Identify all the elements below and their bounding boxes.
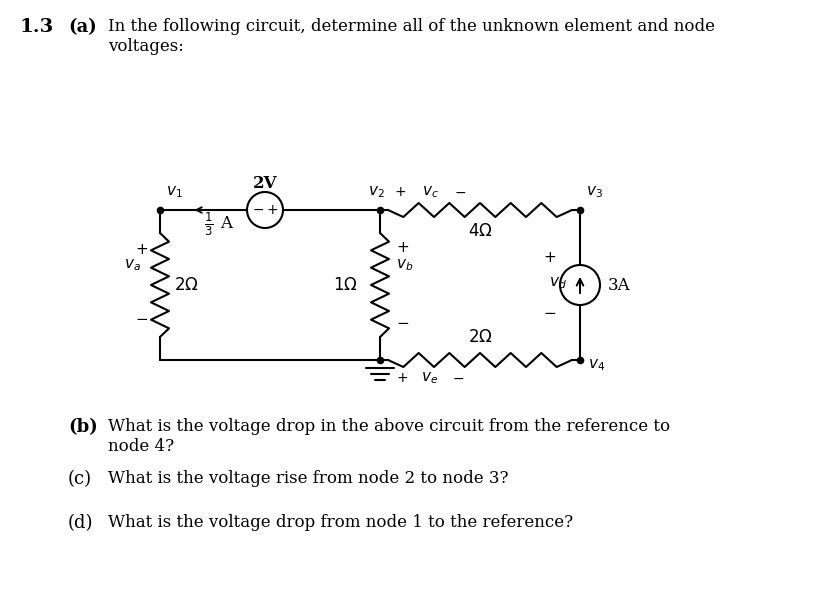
Text: 1.3: 1.3 bbox=[20, 18, 54, 36]
Text: In the following circuit, determine all of the unknown element and node: In the following circuit, determine all … bbox=[108, 18, 715, 35]
Text: $+$: $+$ bbox=[396, 371, 408, 385]
Text: +: + bbox=[544, 249, 556, 265]
Text: $v_4$: $v_4$ bbox=[588, 357, 605, 373]
Text: (c): (c) bbox=[68, 470, 92, 488]
Text: $2\Omega$: $2\Omega$ bbox=[467, 330, 492, 346]
Text: node 4?: node 4? bbox=[108, 438, 174, 455]
Text: $v_b$: $v_b$ bbox=[396, 257, 413, 273]
Text: $v_a$: $v_a$ bbox=[124, 257, 140, 273]
Text: $1\Omega$: $1\Omega$ bbox=[333, 276, 358, 294]
Text: $-$: $-$ bbox=[452, 371, 464, 385]
Text: $-$: $-$ bbox=[454, 185, 466, 199]
Text: (a): (a) bbox=[68, 18, 97, 36]
Text: A: A bbox=[221, 215, 232, 233]
Text: What is the voltage drop from node 1 to the reference?: What is the voltage drop from node 1 to … bbox=[108, 514, 574, 531]
Text: +: + bbox=[396, 240, 408, 255]
Text: $v_2$: $v_2$ bbox=[368, 184, 384, 200]
Text: What is the voltage drop in the above circuit from the reference to: What is the voltage drop in the above ci… bbox=[108, 418, 670, 435]
Text: $v_3$: $v_3$ bbox=[586, 184, 603, 200]
Text: −: − bbox=[135, 313, 149, 327]
Text: (d): (d) bbox=[68, 514, 94, 532]
Text: What is the voltage rise from node 2 to node 3?: What is the voltage rise from node 2 to … bbox=[108, 470, 509, 487]
Text: $v_d$: $v_d$ bbox=[549, 275, 567, 291]
Text: $4\Omega$: $4\Omega$ bbox=[467, 224, 492, 240]
Text: +: + bbox=[135, 243, 149, 258]
Text: voltages:: voltages: bbox=[108, 38, 184, 55]
Text: 2V: 2V bbox=[253, 175, 277, 192]
Text: −: − bbox=[544, 305, 556, 320]
Text: $v_e$: $v_e$ bbox=[422, 370, 438, 386]
Text: +: + bbox=[266, 203, 278, 217]
Text: $\frac{1}{3}$: $\frac{1}{3}$ bbox=[204, 210, 213, 238]
Text: $+$: $+$ bbox=[394, 185, 406, 199]
Text: $v_c$: $v_c$ bbox=[422, 184, 438, 200]
Text: $v_1$: $v_1$ bbox=[166, 184, 183, 200]
Text: (b): (b) bbox=[68, 418, 98, 436]
Text: −: − bbox=[252, 203, 264, 217]
Text: 3A: 3A bbox=[608, 276, 631, 294]
Text: $2\Omega$: $2\Omega$ bbox=[174, 276, 198, 294]
Text: −: − bbox=[396, 316, 408, 330]
